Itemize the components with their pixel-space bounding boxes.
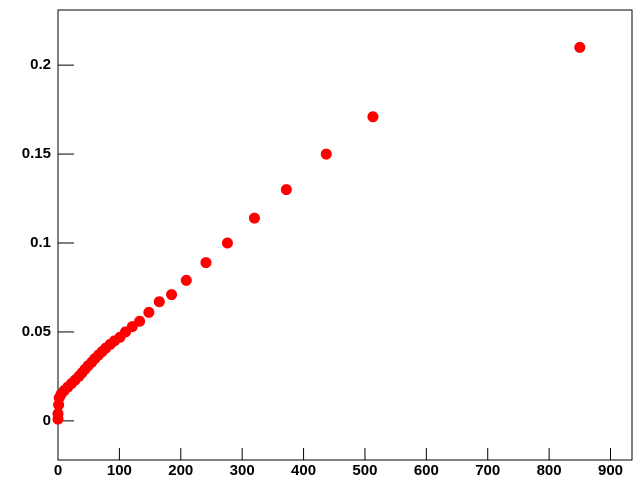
y-tick-label: 0.05 <box>22 323 51 340</box>
x-tick-label: 300 <box>230 462 255 479</box>
y-tick-label: 0 <box>43 412 51 429</box>
y-tick-label: 0.2 <box>30 56 51 73</box>
x-tick-label: 400 <box>291 462 316 479</box>
point <box>248 212 260 224</box>
x-tick-label: 200 <box>168 462 193 479</box>
point <box>574 41 586 53</box>
point <box>153 296 165 308</box>
y-tick-label: 0.15 <box>22 145 51 162</box>
point <box>320 148 332 160</box>
x-tick-label: 700 <box>475 462 500 479</box>
point <box>280 184 292 196</box>
point <box>166 289 178 301</box>
plot-frame <box>57 9 633 461</box>
y-tick-label: 0.1 <box>30 234 51 251</box>
point <box>53 399 65 411</box>
point <box>143 306 155 318</box>
x-tick-label: 100 <box>107 462 132 479</box>
point <box>180 274 192 286</box>
x-tick-label: 900 <box>598 462 623 479</box>
point <box>367 111 379 123</box>
x-tick-label: 500 <box>352 462 377 479</box>
x-tick-label: 0 <box>54 462 62 479</box>
point <box>52 413 64 425</box>
x-tick-label: 800 <box>537 462 562 479</box>
point <box>221 237 233 249</box>
point <box>200 257 212 269</box>
x-tick-label: 600 <box>414 462 439 479</box>
